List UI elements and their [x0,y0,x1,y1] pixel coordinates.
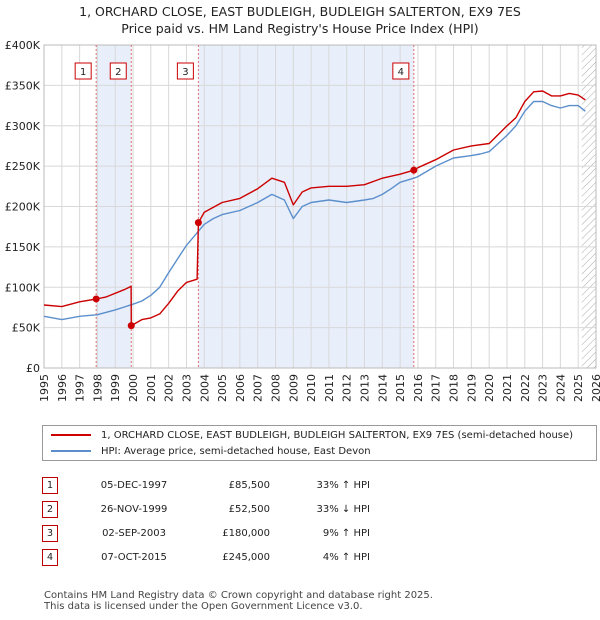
sale-hpi-diff: 9% ↑ HPI [322,527,370,539]
sale-marker-box [392,62,410,80]
sale-number-badge: 2 [42,500,58,518]
sale-date: 26-NOV-1999 [100,503,168,515]
x-tick-label: 2016 [412,374,425,402]
x-tick-label: 2007 [252,374,265,402]
x-tick-label: 2013 [359,374,372,402]
x-tick-label: 1995 [38,374,51,402]
sale-price: £245,000 [222,551,270,563]
sale-marker-label: 1 [80,67,86,78]
x-tick-label: 2005 [216,374,229,402]
sale-price: £85,500 [228,479,270,491]
x-tick-label: 2001 [145,374,158,402]
legend-item-hpi: HPI: Average price, semi-detached house,… [51,445,371,459]
sales-table: 1 05-DEC-1997 £85,500 33% ↑ HPI 2 26-NOV… [42,473,370,569]
sale-hpi-diff: 33% ↑ HPI [316,479,370,491]
sale-number-badge: 4 [42,548,58,566]
sale-hpi-diff: 4% ↑ HPI [322,551,370,563]
x-tick-label: 2026 [590,374,600,402]
sale-point [410,166,418,174]
y-tick-label: £300K [5,120,41,133]
chart-legend: 1, ORCHARD CLOSE, EAST BUDLEIGH, BUDLEIG… [42,425,597,461]
x-tick-label: 2020 [483,374,496,402]
x-tick-label: 2024 [554,374,567,402]
x-tick-label: 2011 [323,374,336,402]
x-tick-label: 2000 [127,374,140,402]
footer-licence: This data is licensed under the Open Gov… [44,601,363,612]
x-tick-label: 2009 [287,374,300,402]
legend-blue-swatch [51,450,91,452]
x-tick-label: 2004 [198,374,211,402]
y-tick-label: £350K [5,79,41,92]
x-tick-label: 2003 [180,374,193,402]
sale-marker-box [74,62,92,80]
table-row: 4 07-OCT-2015 £245,000 4% ↑ HPI [42,545,370,569]
table-row: 1 05-DEC-1997 £85,500 33% ↑ HPI [42,473,370,497]
sale-date: 07-OCT-2015 [101,551,167,563]
table-row: 2 26-NOV-1999 £52,500 33% ↓ HPI [42,497,370,521]
y-tick-label: £200K [5,201,41,214]
property-price-line [43,90,586,327]
sale-marker-box [109,62,127,80]
footer-copyright: Contains HM Land Registry data © Crown c… [44,590,433,601]
sale-date: 05-DEC-1997 [100,479,168,491]
legend-red-swatch [51,434,91,436]
footer: Contains HM Land Registry data © Crown c… [44,590,433,612]
chart-title-line1: 1, ORCHARD CLOSE, EAST BUDLEIGH, BUDLEIG… [79,4,521,19]
x-tick-label: 2008 [269,374,282,402]
sale-marker-label: 3 [182,67,188,78]
x-tick-label: 2025 [572,374,585,402]
sale-hpi-diff: 33% ↓ HPI [316,503,370,515]
x-tick-label: 2021 [501,374,514,402]
sale-marker-box [176,62,194,80]
legend-property-label: 1, ORCHARD CLOSE, EAST BUDLEIGH, BUDLEIG… [101,430,574,441]
sale-point [194,219,202,227]
sale-marker-label: 2 [115,67,121,78]
sale-number-badge: 3 [42,524,58,542]
x-tick-label: 2006 [234,374,247,402]
x-tick-label: 2010 [305,374,318,402]
x-tick-label: 2022 [519,374,532,402]
sale-price: £180,000 [222,527,270,539]
y-tick-label: £0 [26,362,40,375]
x-tick-label: 2014 [376,374,389,402]
x-tick-label: 1998 [91,374,104,402]
y-tick-label: £100K [5,281,41,294]
sale-price: £52,500 [228,503,270,515]
sale-marker-label: 4 [398,67,404,78]
legend-hpi-label: HPI: Average price, semi-detached house,… [101,446,371,457]
hpi-line [43,100,586,321]
sale-point [92,295,100,303]
sale-number-badge: 1 [42,476,58,494]
price-chart: 1 2 3 4 £0 £50K £100K £150K £200K £250K £300K £350… [5,39,600,402]
table-row: 3 02-SEP-2003 £180,000 9% ↑ HPI [42,521,370,545]
x-tick-label: 2023 [537,374,550,402]
x-tick-label: 1996 [56,374,69,402]
x-tick-label: 2017 [430,374,443,402]
x-tick-label: 1999 [109,374,122,402]
x-tick-label: 2012 [341,374,354,402]
y-tick-label: £250K [5,160,41,173]
sale-date: 02-SEP-2003 [102,527,166,539]
y-tick-label: £400K [5,39,41,52]
chart-title-line2: Price paid vs. HM Land Registry's House … [121,21,479,36]
x-tick-label: 1997 [74,374,87,402]
sale-point [127,322,135,330]
x-tick-label: 2019 [465,374,478,402]
x-tick-label: 2018 [448,374,461,402]
x-tick-label: 2015 [394,374,407,402]
plot-border [43,44,597,369]
y-tick-label: £150K [5,241,41,254]
legend-item-property: 1, ORCHARD CLOSE, EAST BUDLEIGH, BUDLEIG… [51,429,573,443]
x-tick-label: 2002 [163,374,176,402]
y-tick-label: £50K [12,322,41,335]
